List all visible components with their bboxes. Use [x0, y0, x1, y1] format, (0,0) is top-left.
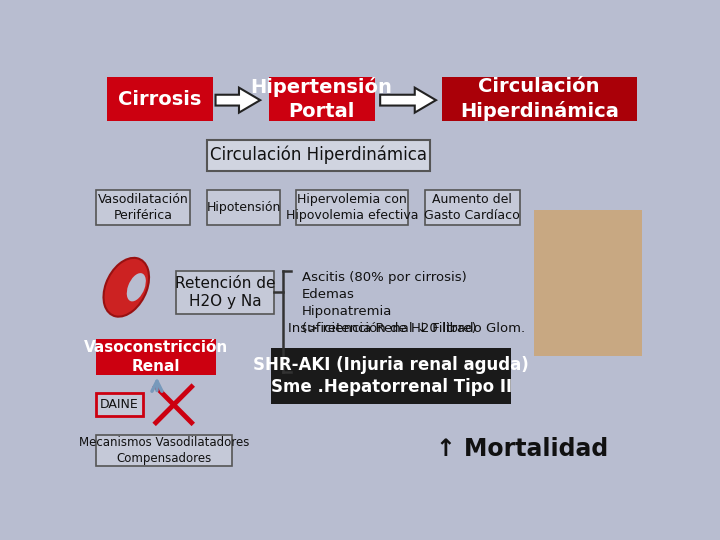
Text: Vasodilatación
Periférica: Vasodilatación Periférica — [98, 193, 189, 222]
Ellipse shape — [127, 273, 146, 301]
Text: Insuficiencia Renal ↓ Filtrado Glom.: Insuficiencia Renal ↓ Filtrado Glom. — [288, 322, 525, 335]
FancyBboxPatch shape — [96, 190, 190, 225]
Text: Mecanismos Vasodilatadores
Compensadores: Mecanismos Vasodilatadores Compensadores — [78, 436, 249, 465]
FancyBboxPatch shape — [96, 393, 143, 416]
Polygon shape — [380, 87, 436, 113]
Ellipse shape — [104, 258, 149, 316]
FancyBboxPatch shape — [271, 348, 511, 404]
FancyBboxPatch shape — [96, 339, 215, 375]
Text: Hipertensión
Portal: Hipertensión Portal — [251, 77, 392, 121]
Text: ↑ Mortalidad: ↑ Mortalidad — [436, 437, 608, 461]
Text: Hipotensión: Hipotensión — [206, 201, 281, 214]
Text: Cirrosis: Cirrosis — [118, 90, 202, 109]
FancyBboxPatch shape — [425, 190, 520, 225]
FancyBboxPatch shape — [269, 77, 374, 121]
Text: Retención de
H2O y Na: Retención de H2O y Na — [175, 275, 276, 309]
Text: Ascitis (80% por cirrosis)
Edemas
Hiponatremia
(> retención de H20 libre): Ascitis (80% por cirrosis) Edemas Hipona… — [302, 271, 477, 335]
Text: Circulación
Hiperdinámica: Circulación Hiperdinámica — [460, 77, 618, 121]
Text: SHR-AKI (Injuria renal aguda)
Sme .Hepatorrenal Tipo II: SHR-AKI (Injuria renal aguda) Sme .Hepat… — [253, 355, 529, 396]
Text: Vasoconstricción
Renal: Vasoconstricción Renal — [84, 340, 228, 374]
FancyBboxPatch shape — [441, 77, 637, 121]
Text: Hipervolemia con
Hipovolemia efectiva: Hipervolemia con Hipovolemia efectiva — [286, 193, 418, 222]
FancyBboxPatch shape — [534, 211, 642, 356]
FancyBboxPatch shape — [207, 140, 431, 171]
Text: DAINE: DAINE — [100, 398, 139, 411]
FancyBboxPatch shape — [107, 77, 213, 121]
Text: Aumento del
Gasto Cardíaco: Aumento del Gasto Cardíaco — [424, 193, 520, 222]
Text: Circulación Hiperdinámica: Circulación Hiperdinámica — [210, 146, 427, 165]
FancyBboxPatch shape — [176, 271, 274, 314]
FancyBboxPatch shape — [297, 190, 408, 225]
FancyBboxPatch shape — [96, 435, 233, 466]
FancyBboxPatch shape — [207, 190, 279, 225]
Polygon shape — [215, 87, 260, 113]
